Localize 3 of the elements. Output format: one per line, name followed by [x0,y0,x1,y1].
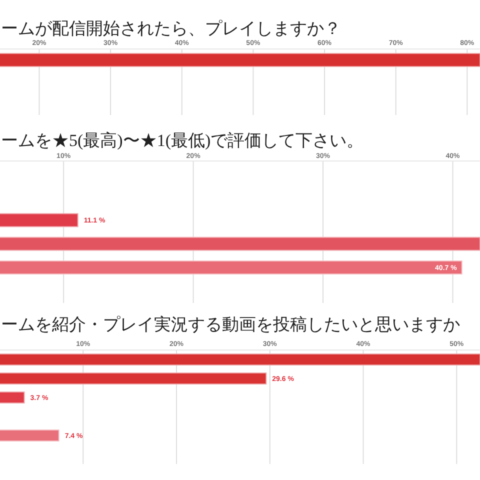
chart-title: ームを★5(最高)〜★1(最低)で評価して下さい。 [1,131,364,150]
chart-title: ームが配信開始されたら、プレイしますか？ [1,19,341,38]
chart-title: ームを紹介・プレイ実況する動画を投稿したいと思いますか [1,315,460,334]
